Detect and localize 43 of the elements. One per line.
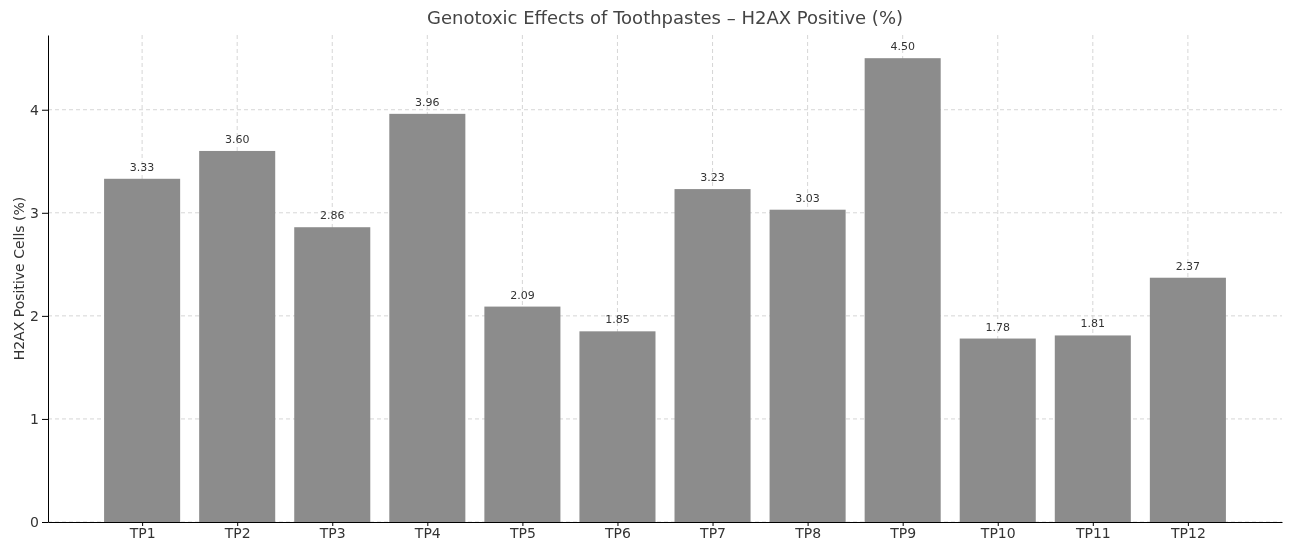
bar: [769, 209, 846, 522]
x-tick-label: TP10: [979, 525, 1016, 541]
x-tick-label: TP7: [699, 525, 726, 541]
bar: [1149, 277, 1226, 522]
x-tick-label: TP12: [1169, 525, 1206, 541]
bar: [199, 150, 276, 522]
bar: [864, 58, 941, 522]
data-label: 3.96: [415, 95, 440, 109]
data-label: 3.23: [700, 171, 725, 185]
y-tick-label: 0: [30, 513, 39, 530]
data-label: 1.85: [605, 313, 630, 327]
data-label: 3.33: [129, 160, 155, 174]
x-tick-label: TP3: [318, 525, 346, 541]
y-tick-label: 1: [30, 410, 39, 427]
x-tick-label: TP2: [223, 525, 251, 541]
data-label: 1.78: [985, 320, 1010, 334]
x-tick-label: TP1: [128, 525, 156, 541]
bar: [294, 227, 371, 522]
y-tick-label: 4: [30, 101, 40, 118]
x-tick-label: TP5: [508, 525, 536, 541]
bar: [104, 178, 181, 522]
x-tick-label: TP4: [413, 525, 441, 541]
bar: [959, 338, 1036, 522]
bar: [1054, 335, 1131, 522]
data-label: 1.81: [1080, 317, 1106, 331]
y-tick-label: 3: [30, 204, 39, 221]
chart-title: Genotoxic Effects of Toothpastes – H2AX Positive (%): [426, 7, 904, 28]
data-label: 3.03: [795, 191, 820, 205]
y-tick-label: 2: [30, 307, 39, 324]
x-tick-label: TP9: [889, 525, 917, 541]
bar: [674, 189, 751, 522]
data-label: 3.60: [224, 132, 250, 146]
x-tick-label: TP11: [1074, 525, 1111, 541]
x-tick-label: TP6: [604, 525, 632, 541]
bar: [579, 331, 656, 522]
bar: [389, 113, 466, 522]
data-label: 2.09: [510, 288, 535, 302]
data-label: 2.86: [320, 209, 345, 223]
y-axis-title: H2AX Positive Cells (%): [11, 196, 27, 361]
bar: [484, 306, 561, 522]
data-label: 2.37: [1175, 259, 1201, 273]
x-tick-label: TP8: [794, 525, 822, 541]
data-label: 4.50: [890, 40, 915, 54]
